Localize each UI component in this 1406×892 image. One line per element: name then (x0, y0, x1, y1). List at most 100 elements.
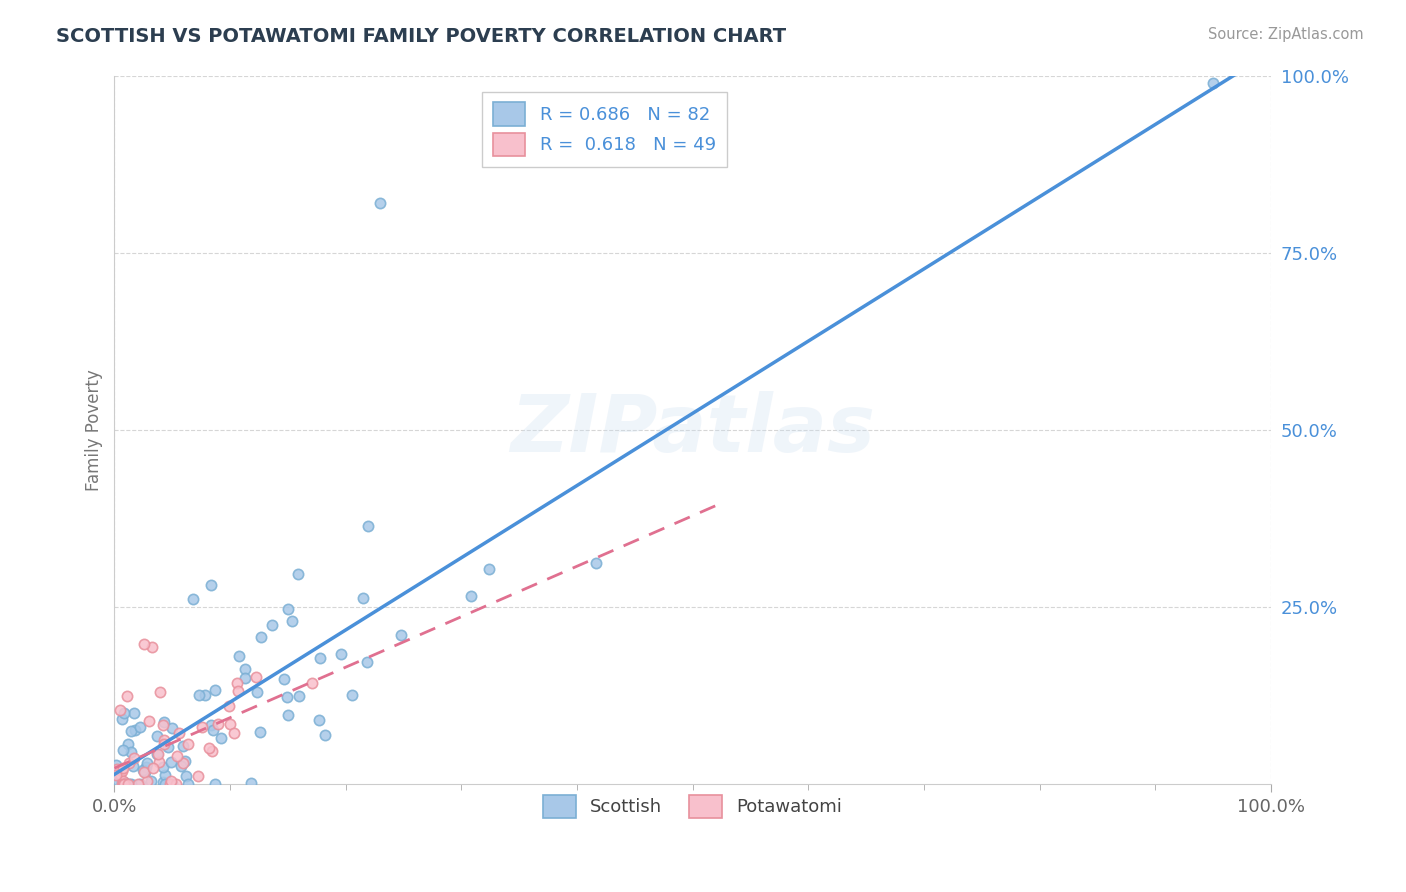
Point (105, 762, 128, 776)
Legend: Scottish, Potawatomi: Scottish, Potawatomi (536, 788, 849, 825)
Point (224, 726, 246, 740)
Point (107, 773, 129, 788)
Point (149, 685, 172, 699)
Point (194, 688, 217, 702)
Point (177, 738, 200, 752)
Point (138, 714, 160, 729)
Point (152, 733, 174, 747)
Point (187, 769, 209, 783)
Point (120, 746, 142, 760)
Point (167, 725, 190, 739)
Point (129, 777, 152, 791)
Point (152, 715, 174, 730)
Point (136, 756, 159, 770)
Point (191, 720, 214, 734)
Point (165, 777, 187, 791)
Point (112, 706, 135, 720)
Point (198, 740, 221, 755)
Point (142, 761, 165, 775)
Point (153, 768, 176, 782)
Point (134, 765, 156, 780)
Point (233, 671, 256, 685)
Point (112, 777, 135, 791)
Point (172, 739, 194, 754)
Point (177, 777, 200, 791)
Point (114, 777, 136, 791)
Point (233, 662, 256, 676)
Point (314, 728, 336, 742)
Point (287, 567, 309, 582)
Point (277, 602, 299, 616)
Point (122, 751, 145, 765)
Point (135, 774, 157, 789)
Point (127, 777, 149, 791)
Point (245, 670, 267, 684)
Point (112, 777, 135, 791)
Point (111, 742, 134, 756)
Point (118, 777, 141, 791)
Point (104, 757, 127, 772)
Point (174, 754, 197, 768)
Point (329, 648, 352, 662)
Point (200, 577, 222, 591)
Point (249, 724, 271, 739)
Point (219, 716, 242, 731)
Point (153, 737, 176, 751)
Point (207, 717, 229, 731)
Point (1202, 76, 1225, 90)
Point (110, 777, 132, 791)
Point (160, 721, 183, 735)
Point (204, 777, 226, 791)
Point (478, 562, 501, 576)
Point (118, 756, 141, 770)
Text: SCOTTISH VS POTAWATOMI FAMILY POVERTY CORRELATION CHART: SCOTTISH VS POTAWATOMI FAMILY POVERTY CO… (56, 27, 786, 45)
Point (201, 723, 224, 737)
Point (239, 776, 262, 790)
Point (128, 720, 150, 734)
Point (301, 676, 323, 690)
Point (114, 777, 136, 791)
Point (160, 777, 183, 791)
Point (146, 747, 169, 761)
Point (356, 519, 378, 533)
Point (585, 556, 607, 570)
Point (181, 592, 204, 607)
Point (146, 747, 169, 761)
Point (225, 676, 247, 690)
Point (152, 760, 174, 774)
Point (204, 682, 226, 697)
Point (141, 774, 163, 789)
Point (111, 777, 134, 791)
Point (209, 731, 232, 745)
Point (108, 703, 131, 717)
Point (159, 777, 181, 791)
Point (132, 763, 155, 777)
Point (112, 777, 135, 791)
Point (153, 777, 176, 791)
Point (308, 713, 330, 727)
Point (111, 777, 134, 791)
Point (111, 712, 134, 726)
Point (288, 689, 311, 703)
Point (108, 767, 131, 781)
Point (146, 729, 169, 743)
Point (188, 688, 211, 702)
Point (105, 765, 128, 780)
Point (104, 768, 127, 782)
Point (135, 760, 157, 774)
Text: ZIPatlas: ZIPatlas (510, 391, 876, 469)
Point (112, 777, 135, 791)
Point (228, 649, 250, 664)
Point (120, 723, 142, 738)
Point (111, 764, 134, 779)
Point (309, 650, 332, 665)
Point (110, 763, 132, 777)
Point (356, 655, 378, 669)
Point (156, 739, 179, 754)
Point (122, 758, 145, 772)
Point (120, 777, 142, 791)
Point (134, 765, 156, 780)
Point (166, 748, 188, 763)
Point (124, 723, 146, 737)
Point (389, 628, 412, 642)
